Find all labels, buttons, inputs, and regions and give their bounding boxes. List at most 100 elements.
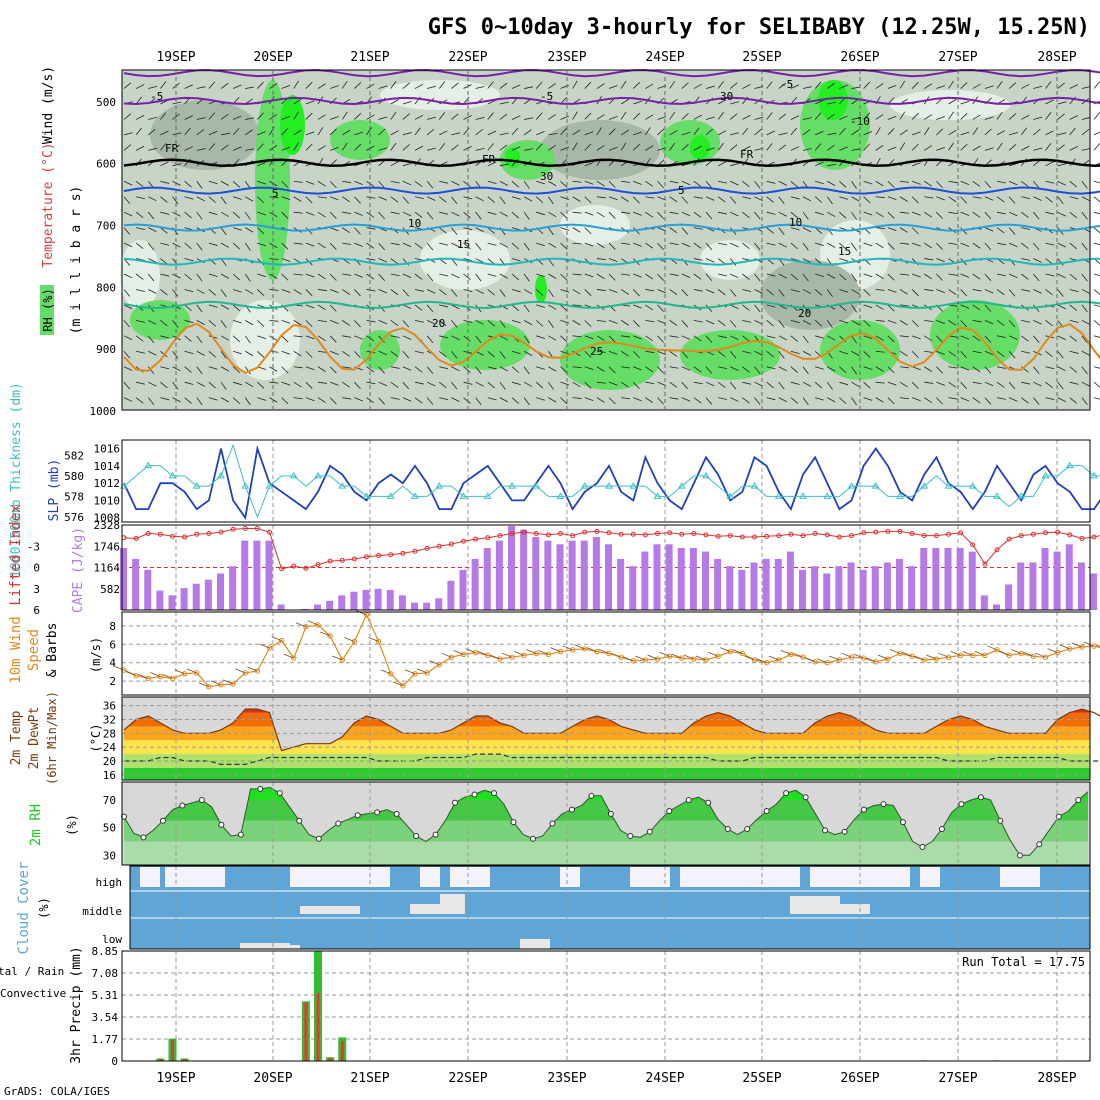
cape-bar bbox=[495, 540, 503, 610]
wind-barb bbox=[984, 181, 992, 189]
wind-barb bbox=[972, 350, 982, 354]
wind10-marker bbox=[533, 650, 539, 657]
wind-barb bbox=[693, 180, 702, 187]
wind-barb bbox=[766, 335, 776, 339]
wind-barb bbox=[729, 351, 737, 359]
wind-barb bbox=[317, 319, 327, 323]
thickness-marker bbox=[920, 482, 929, 489]
wind-barb bbox=[863, 180, 873, 185]
wind10-marker bbox=[1054, 649, 1061, 656]
cape-bar bbox=[835, 566, 843, 610]
wind-barb bbox=[778, 304, 787, 310]
lifted-tick-label: -3 bbox=[27, 540, 40, 553]
cape-tick-label: 1746 bbox=[94, 540, 121, 553]
wind-barb bbox=[1033, 289, 1042, 294]
wind-barb bbox=[742, 304, 750, 311]
wind-barb bbox=[548, 381, 554, 390]
contour-label: FR bbox=[482, 153, 496, 166]
panel-border bbox=[121, 696, 1091, 781]
wind-barb bbox=[802, 366, 809, 375]
wind-barb bbox=[123, 132, 133, 136]
wind-barb bbox=[354, 180, 363, 186]
thickness-marker bbox=[823, 492, 832, 499]
wind-barb bbox=[608, 350, 618, 355]
wind-barb bbox=[426, 289, 436, 294]
wind-barb bbox=[924, 319, 934, 323]
wind-barb bbox=[754, 273, 761, 282]
wind-barb bbox=[136, 350, 145, 354]
wind-barb bbox=[1057, 242, 1066, 248]
wind-barb bbox=[790, 319, 800, 324]
wind-barb bbox=[1081, 397, 1088, 405]
thickness-marker bbox=[483, 492, 492, 499]
wind-barb bbox=[621, 180, 631, 183]
thickness-marker bbox=[968, 482, 977, 489]
wind-barb bbox=[1033, 258, 1042, 263]
wind-barb bbox=[887, 196, 897, 201]
wind-barb bbox=[851, 242, 857, 251]
wind-barb bbox=[232, 180, 241, 188]
wind-barb bbox=[620, 111, 627, 120]
wind-barb bbox=[317, 350, 327, 353]
wind-barb bbox=[329, 147, 339, 151]
thickness-slp-panel: 100810101012101410165765785805821000-500… bbox=[9, 382, 1100, 578]
wind-barb bbox=[584, 180, 594, 185]
wind-barb bbox=[378, 273, 385, 281]
cape-bar bbox=[350, 591, 358, 610]
wind10-marker bbox=[181, 671, 188, 677]
rh-patch bbox=[130, 300, 190, 340]
wind-barb bbox=[414, 397, 423, 404]
thickness-marker bbox=[1065, 461, 1074, 469]
contour-label: -5 bbox=[540, 90, 553, 103]
thickness-marker bbox=[702, 471, 710, 479]
wind-barb bbox=[390, 350, 399, 357]
cape-bar bbox=[1053, 551, 1061, 610]
wind10-marker bbox=[679, 655, 685, 661]
lifted-index-marker bbox=[933, 533, 939, 539]
wind10-barb bbox=[889, 649, 901, 654]
cape-bar bbox=[314, 604, 321, 610]
wind-barb bbox=[584, 196, 592, 204]
wind-barb bbox=[305, 335, 315, 340]
wind-barb bbox=[754, 181, 761, 189]
wind-barb bbox=[1008, 227, 1016, 235]
cape-bar bbox=[738, 569, 746, 610]
wind-barb bbox=[366, 350, 376, 354]
wind-barb bbox=[863, 143, 871, 151]
wind-barb bbox=[814, 130, 824, 136]
cape-label: CAPE (J/kg) bbox=[71, 527, 86, 613]
wind-barb bbox=[814, 112, 822, 120]
wind-barb bbox=[475, 242, 482, 251]
wind-barb bbox=[524, 86, 534, 89]
wind-barb bbox=[1057, 144, 1065, 151]
wind10-barb bbox=[756, 658, 767, 664]
wind-barb bbox=[766, 397, 776, 401]
wind-barb bbox=[742, 115, 751, 120]
wind-barb bbox=[596, 381, 606, 384]
wind-barb bbox=[1093, 273, 1100, 277]
wind-barb bbox=[887, 366, 895, 374]
contour-label: 30 bbox=[720, 90, 733, 103]
wind-barb bbox=[632, 143, 641, 151]
wind-barb bbox=[281, 211, 289, 219]
wind-barb bbox=[948, 99, 957, 105]
wind-barb bbox=[693, 258, 703, 261]
wind-barb bbox=[245, 129, 253, 136]
wind-barb bbox=[184, 381, 194, 385]
wind-barb bbox=[329, 227, 339, 232]
wind-barb bbox=[317, 180, 326, 187]
wind-barb bbox=[1021, 196, 1031, 199]
wind-barb bbox=[572, 129, 581, 136]
wind-barb bbox=[354, 143, 362, 151]
wind-barb bbox=[948, 80, 954, 89]
wind-barb bbox=[451, 397, 460, 402]
wind-barb bbox=[402, 144, 410, 151]
lifted-index-marker bbox=[849, 533, 854, 539]
cloud-high-label: high bbox=[96, 876, 123, 889]
wind-barb bbox=[608, 366, 616, 374]
wind-barb bbox=[936, 242, 943, 250]
wind-barb bbox=[196, 211, 203, 220]
wind-barb bbox=[560, 335, 568, 343]
wind-barb bbox=[390, 81, 397, 89]
wind-barb bbox=[717, 112, 724, 120]
